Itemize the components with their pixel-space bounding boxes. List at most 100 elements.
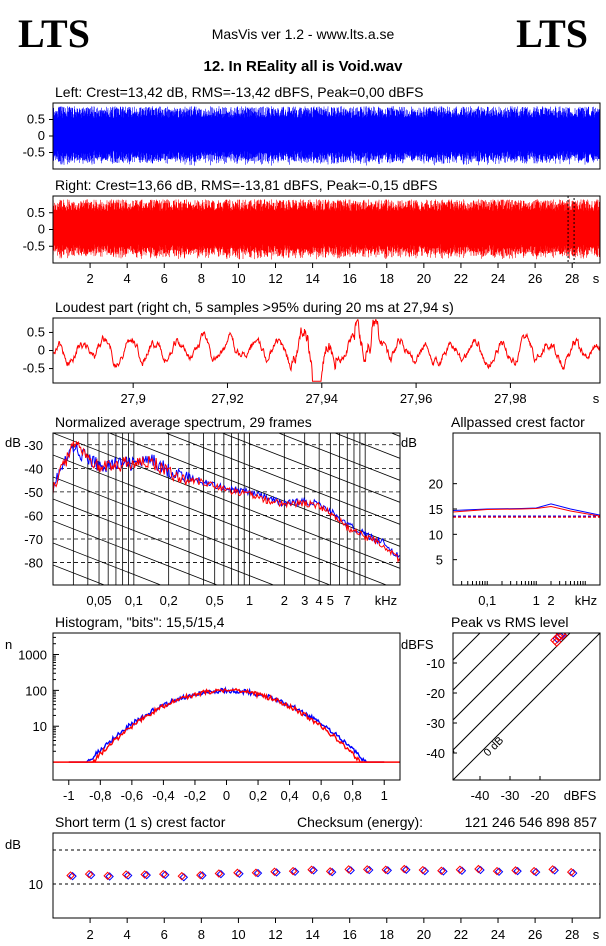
crest-point: [344, 865, 353, 874]
x-tick-label: 20: [417, 271, 431, 286]
crest-point: [198, 871, 207, 880]
x-tick-label: 3: [301, 593, 308, 608]
panel-title: Short term (1 s) crest factor: [55, 814, 226, 830]
crest-point: [140, 870, 149, 879]
panel-frame: [52, 432, 401, 586]
x-tick-label: 2: [86, 271, 93, 286]
crest-point: [214, 869, 224, 878]
crest-point: [402, 865, 411, 874]
x-tick-label: -0,8: [89, 788, 111, 803]
crest-series-right: [452, 505, 601, 517]
y-tick-label: -80: [24, 556, 43, 571]
x-tick-label: 4: [124, 271, 131, 286]
x-tick-label: -30: [501, 788, 520, 803]
crest-point: [437, 866, 446, 875]
y-tick-label: 10: [33, 719, 47, 734]
y-tick-label: -0.5: [23, 145, 45, 160]
slope-line: [53, 697, 400, 832]
x-tick-label: 8: [198, 271, 205, 286]
y-tick-label: 10: [29, 877, 43, 892]
y-tick-label: -20: [426, 686, 445, 701]
y-tick-label: 1000: [18, 648, 47, 663]
panel-title: Allpassed crest factor: [451, 414, 585, 430]
x-tick-label: 0,2: [160, 593, 178, 608]
x-tick-label: 4: [316, 593, 323, 608]
y-tick-label: 0.5: [27, 205, 45, 220]
x-unit-label: kHz: [375, 593, 397, 608]
y-tick-label: -60: [24, 508, 43, 523]
crest-point: [492, 866, 502, 876]
crest-point: [105, 872, 114, 881]
slope-line: [221, 433, 400, 503]
y-tick-label: -0.5: [23, 361, 45, 376]
x-tick-label: 26: [528, 271, 542, 286]
x-tick-label: 0,1: [478, 593, 496, 608]
x-tick-label: 0,5: [206, 593, 224, 608]
slope-line: [53, 433, 400, 569]
crest-point: [418, 865, 428, 875]
x-tick-label: 2: [86, 927, 93, 942]
x-tick-label: -0,6: [121, 788, 143, 803]
x-tick-label: 27,9: [121, 391, 146, 406]
y-tick-label: 15: [429, 502, 443, 517]
x-tick-label: 1: [533, 593, 540, 608]
y-axis-label: dB: [401, 435, 417, 450]
pvr-point: [555, 633, 566, 639]
slope-line: [277, 433, 400, 481]
slope-line: [53, 454, 388, 585]
spectrum-series-right: [53, 440, 400, 564]
x-tick-label: 7: [344, 593, 351, 608]
x-tick-label: 14: [305, 927, 319, 942]
x-tick-label: -0,4: [152, 788, 174, 803]
x-tick-label: -20: [531, 788, 550, 803]
crest-point: [196, 870, 205, 880]
crest-series-left: [452, 503, 601, 516]
crest-point: [383, 866, 393, 875]
x-tick-label: 16: [342, 271, 356, 286]
x-tick-label: 5: [327, 593, 334, 608]
slope-line: [53, 653, 400, 788]
x-tick-label: 20: [417, 927, 431, 942]
pvr-point: [551, 637, 562, 647]
waveform-trace: [52, 106, 600, 166]
crest-point: [566, 867, 576, 877]
crest-diagonal: [453, 633, 511, 691]
x-tick-label: 8: [198, 927, 205, 942]
slope-line: [53, 719, 400, 854]
x-tick-label: 4: [124, 927, 131, 942]
x-tick-label: -1: [63, 788, 75, 803]
x-tick-label: 27,92: [211, 391, 244, 406]
crest-point: [400, 864, 409, 874]
x-axis-label: dBFS: [564, 788, 597, 803]
panel-frame: [52, 832, 601, 919]
track-title: 12. In REality all is Void.wav: [203, 58, 403, 75]
panel-title: Peak vs RMS level: [451, 614, 568, 630]
crest-point: [494, 867, 504, 877]
crest-point: [307, 865, 316, 874]
x-tick-label: 27,94: [306, 391, 339, 406]
histogram-series-right: [68, 687, 385, 764]
crest-point: [251, 868, 261, 878]
crest-point: [290, 867, 300, 877]
crest-point: [121, 870, 131, 879]
x-tick-label: 0,1: [125, 593, 143, 608]
diagonal-label: 20: [408, 748, 425, 765]
crest-diagonal: [453, 633, 541, 721]
crest-diagonal: [453, 633, 600, 780]
x-tick-label: 12: [268, 271, 282, 286]
crest-point: [177, 871, 187, 881]
crest-point: [66, 871, 75, 880]
panel-title: Left: Crest=13,42 dB, RMS=-13,42 dBFS, P…: [55, 84, 423, 100]
slope-line: [53, 476, 332, 585]
panel-title: Normalized average spectrum, 29 frames: [55, 414, 312, 430]
x-tick-label: 2: [547, 593, 554, 608]
x-tick-label: 24: [491, 271, 505, 286]
x-tick-label: 10: [231, 271, 245, 286]
x-tick-label: 27,98: [494, 391, 527, 406]
x-tick-label: 18: [380, 271, 394, 286]
slope-line: [333, 433, 400, 459]
panel-title: Right: Crest=13,66 dB, RMS=-13,81 dBFS, …: [55, 177, 437, 193]
panel-title: Loudest part (right ch, 5 samples >95% d…: [55, 299, 454, 315]
crest-point: [439, 867, 448, 876]
